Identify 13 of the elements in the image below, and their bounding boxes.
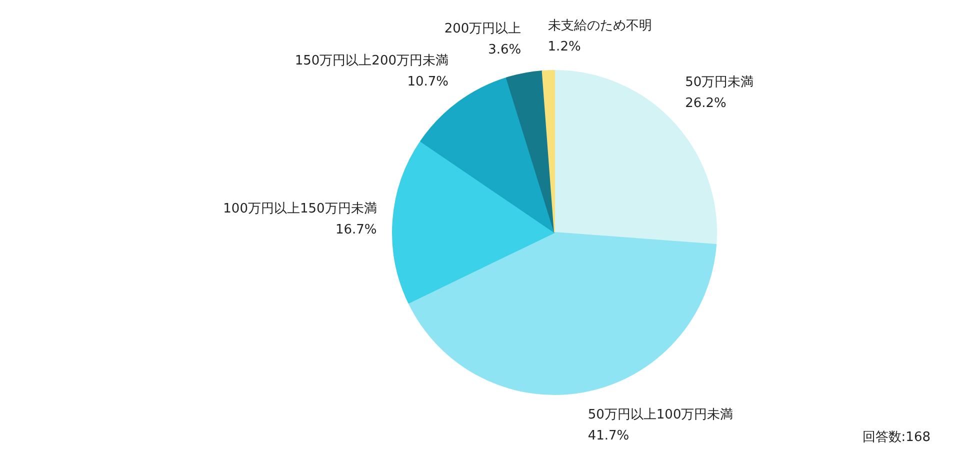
data-label: 10.7% (407, 74, 449, 90)
slice-label: 未支給のため不明 (548, 18, 652, 34)
slice-label: 100万円以上150万円未満 (223, 201, 377, 216)
slice-label: 150万円以上200万円未満 (294, 53, 449, 68)
data-label: 1.2% (548, 39, 581, 54)
data-label: 41.7% (588, 428, 630, 444)
slice-label: 50万円以上100万円未満 (588, 408, 734, 423)
text: 回答数:168 (862, 430, 931, 445)
slice-label: 50万円未満 (685, 75, 754, 90)
data-label: 16.7% (335, 222, 377, 238)
slice-label: 200万円以上 (444, 21, 522, 36)
data-label: 3.6% (488, 42, 522, 58)
data-label: 26.2% (685, 96, 726, 112)
